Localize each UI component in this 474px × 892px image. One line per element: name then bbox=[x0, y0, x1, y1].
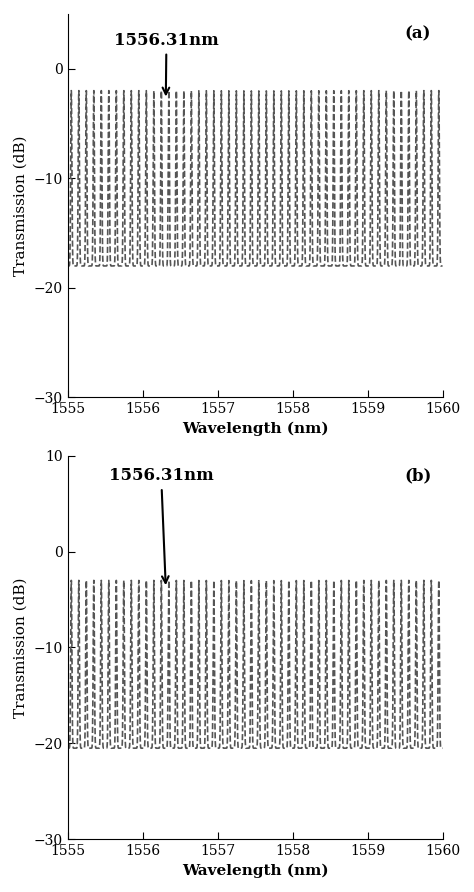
Text: (b): (b) bbox=[404, 467, 431, 484]
Text: 1556.31nm: 1556.31nm bbox=[109, 467, 214, 583]
Y-axis label: Transmission (dB): Transmission (dB) bbox=[14, 136, 28, 276]
Text: (a): (a) bbox=[405, 25, 431, 43]
Text: 1556.31nm: 1556.31nm bbox=[114, 32, 219, 95]
Y-axis label: Transmission (dB): Transmission (dB) bbox=[14, 577, 28, 718]
X-axis label: Wavelength (nm): Wavelength (nm) bbox=[182, 863, 328, 878]
X-axis label: Wavelength (nm): Wavelength (nm) bbox=[182, 422, 328, 436]
